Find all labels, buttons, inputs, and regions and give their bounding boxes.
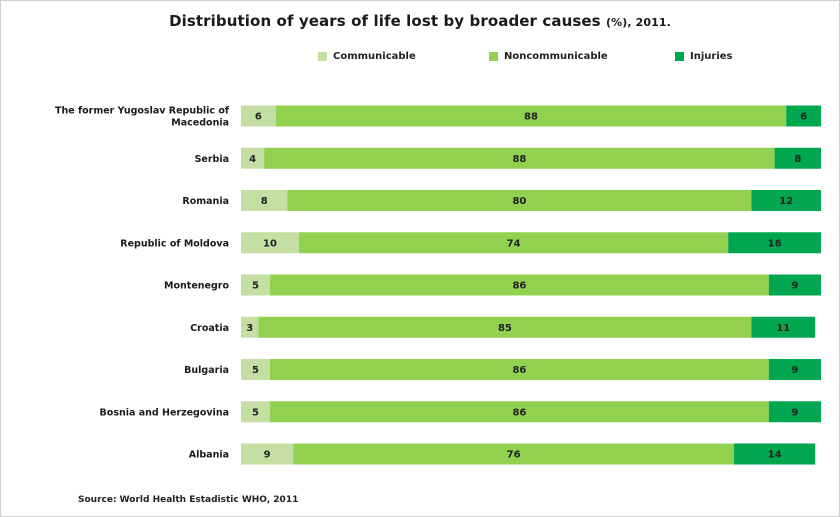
data-label-noncommunicable: 86 bbox=[512, 365, 526, 376]
legend-swatch-communicable bbox=[318, 52, 327, 61]
bar-segment-injuries bbox=[786, 105, 821, 127]
data-label-communicable: 8 bbox=[261, 196, 268, 207]
legend-label-injuries: Injuries bbox=[690, 51, 733, 62]
legend-item-noncommunicable: Noncommunicable bbox=[489, 51, 608, 62]
data-label-communicable: 4 bbox=[249, 154, 256, 165]
data-label-injuries: 16 bbox=[768, 238, 782, 249]
bar-segment-injuries bbox=[728, 232, 821, 254]
bar-segment-injuries bbox=[768, 359, 821, 380]
bar-segment-noncommunicable bbox=[299, 232, 729, 254]
data-label-communicable: 9 bbox=[264, 450, 271, 461]
bar-segment-injuries bbox=[774, 147, 821, 169]
bar-segment-communicable bbox=[241, 105, 276, 127]
bar-segment-noncommunicable bbox=[270, 359, 769, 380]
bar-segment-injuries bbox=[768, 274, 821, 296]
data-label-injuries: 14 bbox=[768, 450, 782, 461]
data-label-injuries: 8 bbox=[794, 154, 801, 165]
data-label-communicable: 5 bbox=[252, 281, 259, 292]
category-label: The former Yugoslav Republic of Macedonia bbox=[55, 106, 230, 129]
bar-segment-communicable bbox=[241, 316, 259, 338]
data-label-communicable: 5 bbox=[252, 407, 259, 418]
bar-segment-noncommunicable bbox=[293, 443, 734, 465]
legend-label-communicable: Communicable bbox=[333, 51, 416, 62]
bar-segment-noncommunicable bbox=[287, 190, 752, 211]
legend-item-injuries: Injuries bbox=[675, 51, 732, 62]
bar-segment-communicable bbox=[241, 401, 270, 423]
data-label-communicable: 6 bbox=[255, 112, 262, 123]
data-label-noncommunicable: 85 bbox=[498, 323, 512, 334]
data-label-noncommunicable: 86 bbox=[512, 281, 526, 292]
data-label-injuries: 6 bbox=[800, 112, 807, 123]
category-label: Montenegro bbox=[164, 281, 229, 292]
category-label: Republic of Moldova bbox=[120, 238, 229, 249]
data-label-injuries: 9 bbox=[791, 365, 798, 376]
data-label-communicable: 3 bbox=[246, 323, 253, 334]
category-label: Romania bbox=[182, 196, 229, 207]
legend-item-communicable: Communicable bbox=[318, 51, 416, 62]
data-label-noncommunicable: 76 bbox=[507, 450, 521, 461]
bar-segment-communicable bbox=[241, 274, 270, 296]
data-label-injuries: 12 bbox=[779, 196, 793, 207]
bar-segment-noncommunicable bbox=[264, 147, 775, 169]
data-label-noncommunicable: 86 bbox=[512, 407, 526, 418]
chart-title-main: Distribution of years of life lost by br… bbox=[169, 12, 601, 30]
data-label-noncommunicable: 74 bbox=[507, 238, 521, 249]
legend-label-noncommunicable: Noncommunicable bbox=[504, 51, 608, 62]
data-label-noncommunicable: 80 bbox=[512, 196, 526, 207]
legend-swatch-injuries bbox=[675, 52, 684, 61]
data-label-injuries: 9 bbox=[791, 281, 798, 292]
legend: Communicable Noncommunicable Injuries bbox=[0, 51, 840, 65]
category-label: Serbia bbox=[195, 154, 229, 165]
data-label-injuries: 11 bbox=[776, 323, 790, 334]
bar-segment-noncommunicable bbox=[270, 274, 769, 296]
bar-segment-communicable bbox=[241, 147, 265, 169]
data-label-communicable: 5 bbox=[252, 365, 259, 376]
bar-segment-injuries bbox=[734, 443, 816, 465]
chart-title-suffix: (%), 2011. bbox=[606, 16, 671, 29]
category-label: Bulgaria bbox=[184, 365, 229, 376]
bar-segment-injuries bbox=[751, 316, 816, 338]
bar-segment-noncommunicable bbox=[275, 105, 787, 127]
bar-segment-noncommunicable bbox=[270, 401, 769, 423]
bar-segment-injuries bbox=[751, 190, 821, 211]
data-label-communicable: 10 bbox=[263, 238, 277, 249]
data-label-noncommunicable: 88 bbox=[512, 154, 526, 165]
data-label-noncommunicable: 88 bbox=[524, 112, 538, 123]
source-note: Source: World Health Estadistic WHO, 201… bbox=[78, 495, 299, 505]
bar-segment-noncommunicable bbox=[258, 316, 752, 338]
bar-segment-injuries bbox=[768, 401, 821, 423]
bar-segment-communicable bbox=[241, 443, 294, 465]
category-label: Croatia bbox=[190, 323, 229, 334]
bar-segment-communicable bbox=[241, 232, 299, 254]
category-label: Albania bbox=[189, 450, 229, 461]
bar-segment-communicable bbox=[241, 359, 270, 380]
bar-segment-communicable bbox=[241, 190, 288, 211]
legend-swatch-noncommunicable bbox=[489, 52, 498, 61]
chart-title: Distribution of years of life lost by br… bbox=[0, 12, 840, 30]
category-label: Bosnia and Herzegovina bbox=[100, 407, 229, 418]
data-label-injuries: 9 bbox=[791, 407, 798, 418]
